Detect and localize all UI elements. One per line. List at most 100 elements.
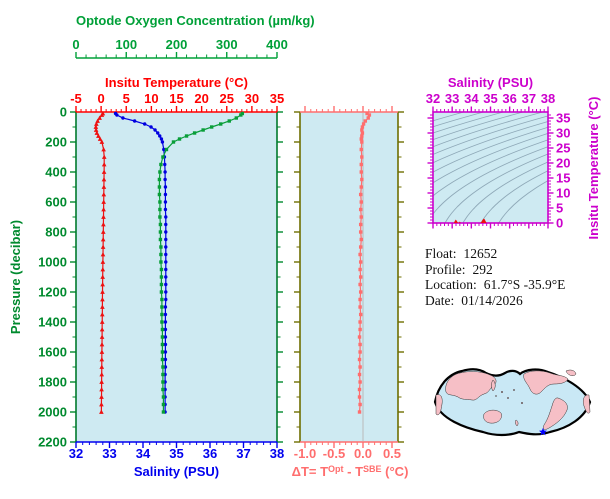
delta-t-label-sup-sbe: SBE (363, 464, 382, 474)
svg-text:5: 5 (556, 201, 563, 216)
oxygen-profile-series (157, 111, 245, 414)
isopycnal-contours (433, 112, 548, 223)
oxygen-axis: 0 100 200 300 400 (72, 37, 288, 59)
svg-text:36: 36 (203, 446, 217, 461)
location-label: Location: (425, 277, 477, 292)
svg-text:33: 33 (102, 446, 116, 461)
svg-text:10: 10 (144, 91, 158, 106)
location-line: Location: 61.7°S -35.9°E (425, 277, 565, 293)
delta-pressure-axis (294, 111, 404, 443)
svg-text:0: 0 (98, 91, 105, 106)
svg-text:2200: 2200 (38, 435, 67, 450)
svg-text:1600: 1600 (38, 345, 67, 360)
map-island (520, 401, 524, 405)
delta-t-axis: -1.0 -0.5 0.0 0.5 (294, 106, 401, 461)
svg-text:20: 20 (194, 91, 208, 106)
svg-text:200: 200 (166, 37, 188, 52)
float-number-line: Float: 12652 (425, 246, 565, 262)
svg-text:400: 400 (45, 165, 67, 180)
svg-text:200: 200 (45, 135, 67, 150)
ts-temperature-axis-title: Insitu Temperature (°C) (586, 96, 601, 240)
float-label: Float: (425, 246, 457, 261)
profile-label: Profile: (425, 261, 466, 277)
map-japan (491, 379, 496, 392)
map-island (507, 397, 509, 399)
svg-text:37: 37 (522, 91, 536, 106)
svg-text:400: 400 (266, 37, 288, 52)
svg-text:35: 35 (483, 91, 497, 106)
svg-text:37: 37 (236, 446, 250, 461)
date-label: Date: (425, 292, 455, 308)
svg-text:-1.0: -1.0 (294, 446, 316, 461)
svg-text:0: 0 (60, 105, 67, 120)
svg-text:800: 800 (45, 225, 67, 240)
profile-value: 292 (472, 261, 493, 277)
date-line: Date: 01/14/2026 (425, 293, 565, 309)
svg-text:34: 34 (464, 91, 479, 106)
delta-t-axis-label: ΔT= TOpt - TSBE (°C) (290, 464, 410, 479)
svg-text:25: 25 (220, 91, 234, 106)
svg-text:35: 35 (169, 446, 183, 461)
temperature-axis: -5 0 5 10 15 20 25 30 35 (70, 91, 284, 113)
svg-text:36: 36 (502, 91, 516, 106)
map-island (500, 390, 504, 394)
svg-text:32: 32 (69, 446, 83, 461)
map-new-zealand (515, 419, 519, 427)
svg-text:-5: -5 (70, 91, 82, 106)
svg-text:0: 0 (72, 37, 79, 52)
svg-text:1800: 1800 (38, 375, 67, 390)
svg-text:35: 35 (270, 91, 284, 106)
delta-t-label-sup-opt: Opt (328, 464, 344, 474)
profile-plot-panel (76, 112, 277, 442)
delta-t-label-post: (°C) (381, 464, 409, 479)
map-africa-right-edge (582, 394, 591, 414)
svg-text:32: 32 (426, 91, 440, 106)
float-info-block: Float: 12652 Profile: 292 Location: 61.7°S … (425, 246, 565, 308)
oxygen-axis-title: Optode Oxygen Concentration (µm/kg) (76, 13, 315, 28)
svg-text:100: 100 (115, 37, 137, 52)
delta-t-label-pre: ΔT= T (291, 464, 329, 479)
svg-text:-0.5: -0.5 (323, 446, 345, 461)
svg-text:1400: 1400 (38, 315, 67, 330)
map-australia (483, 409, 502, 424)
svg-text:30: 30 (245, 91, 259, 106)
svg-text:10: 10 (556, 186, 570, 201)
delta-t-label-mid: - T (343, 464, 364, 479)
svg-text:33: 33 (445, 91, 459, 106)
svg-text:30: 30 (556, 126, 570, 141)
location-value: 61.7°S -35.9°E (483, 277, 566, 292)
temperature-profile-series (93, 111, 107, 414)
svg-text:34: 34 (136, 446, 151, 461)
map-eurasia (445, 371, 497, 401)
salinity-axis-title: Salinity (PSU) (133, 464, 220, 479)
map-greenland (565, 369, 577, 376)
ts-salinity-axis-title: Salinity (PSU) (447, 75, 534, 90)
map-island (513, 389, 515, 391)
map-continents (435, 369, 591, 430)
salinity-axis: 32 33 34 35 36 37 38 (69, 441, 284, 461)
pressure-axis-title: Pressure (decibar) (8, 219, 23, 335)
map-north-america (523, 370, 569, 395)
delta-t-series (357, 111, 372, 414)
float-location-star (539, 427, 547, 436)
svg-text:25: 25 (556, 141, 570, 156)
svg-text:20: 20 (556, 156, 570, 171)
date-value: 01/14/2026 (461, 292, 523, 308)
svg-text:0.0: 0.0 (354, 446, 372, 461)
float-value: 12652 (463, 246, 498, 261)
svg-text:2000: 2000 (38, 405, 67, 420)
delta-t-panel (300, 112, 398, 442)
map-island (495, 395, 497, 397)
svg-text:300: 300 (216, 37, 238, 52)
salinity-profile-series (113, 111, 168, 414)
ts-diagram-panel (433, 112, 548, 223)
svg-text:15: 15 (169, 91, 183, 106)
profile-number-line: Profile: 292 (425, 262, 565, 278)
svg-text:600: 600 (45, 195, 67, 210)
ts-data-series (453, 218, 487, 223)
svg-text:15: 15 (556, 171, 570, 186)
svg-text:0: 0 (556, 216, 563, 231)
